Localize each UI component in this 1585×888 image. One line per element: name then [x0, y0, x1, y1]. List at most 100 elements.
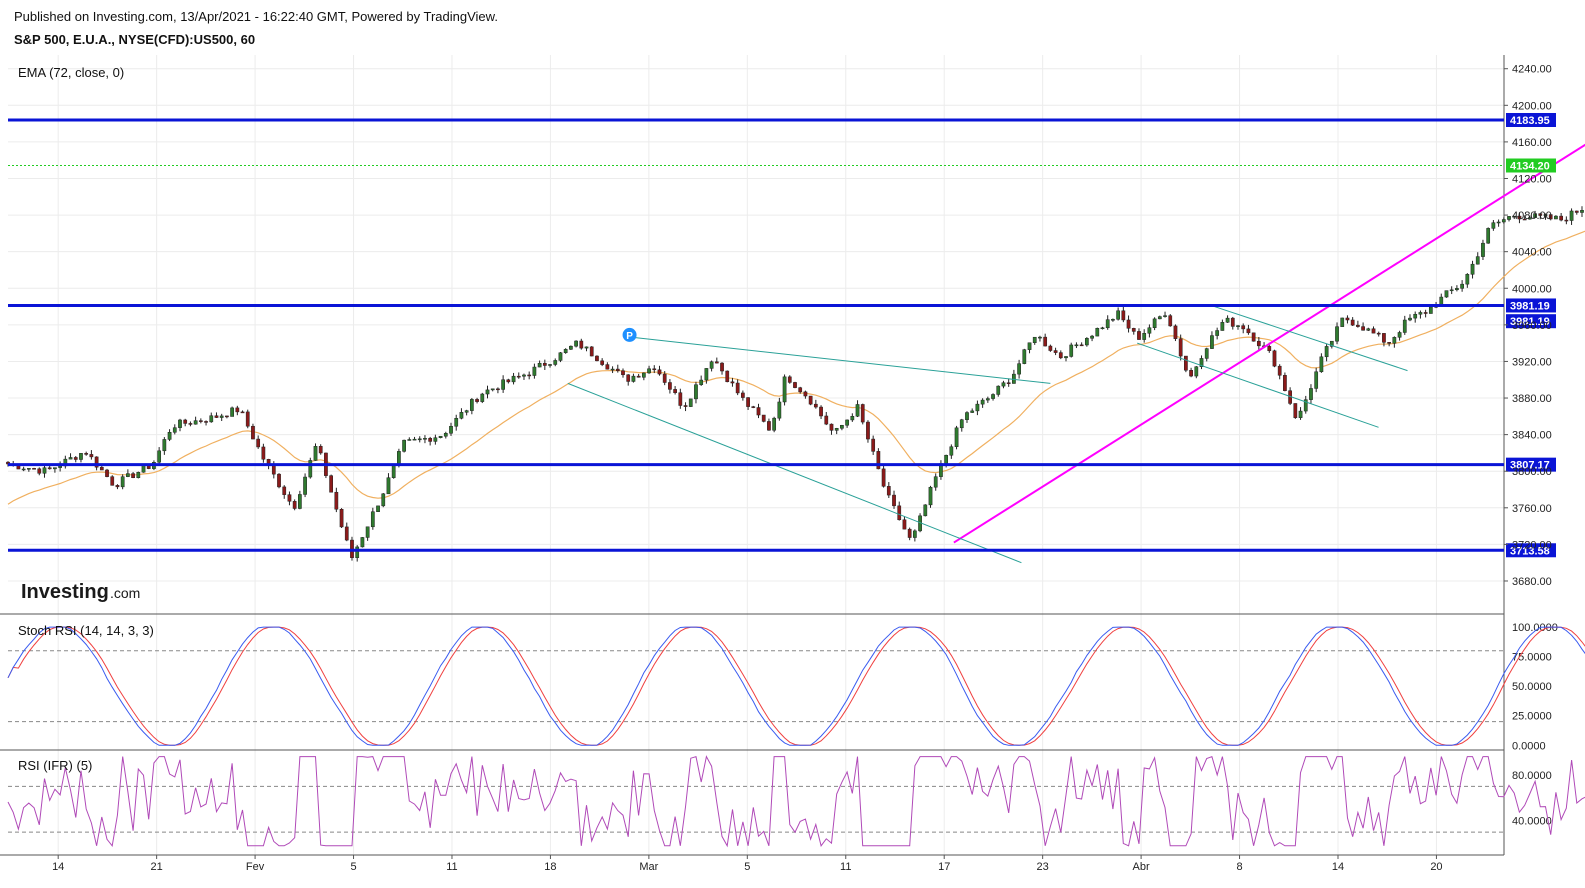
ema-label: EMA (72, close, 0): [18, 65, 124, 80]
candle-body: [688, 398, 693, 407]
time-tick-label: 5: [350, 861, 356, 873]
candle-body: [26, 468, 31, 470]
price-tick-label: 4200.00: [1512, 100, 1552, 112]
candle-body: [532, 366, 537, 376]
candle-body: [397, 451, 401, 465]
candle-body: [355, 546, 360, 558]
candle-body: [949, 446, 954, 456]
candle-body: [584, 346, 589, 349]
candle-body: [1465, 274, 1470, 285]
time-tick-label: 8: [1236, 861, 1242, 873]
candle-body: [1428, 306, 1433, 314]
candle-body: [1564, 219, 1569, 222]
candle-body: [1090, 335, 1094, 339]
candle-body: [501, 379, 505, 390]
candle-body: [912, 530, 917, 538]
candle-body: [1455, 288, 1459, 291]
candle-body: [1058, 352, 1063, 359]
candle-body: [365, 526, 370, 538]
candle-body: [271, 464, 276, 475]
stoch-rsi-pane: 0.0000 25.0000 50.0000 75.0000 100.0000: [7, 622, 1585, 752]
candle-body: [954, 427, 959, 447]
level-tag-label: 3807.17: [1510, 460, 1550, 472]
candle-body: [433, 437, 438, 442]
candle-body: [21, 468, 26, 471]
candle-body: [480, 393, 485, 402]
candle-body: [1163, 315, 1167, 317]
candle-body: [621, 370, 625, 376]
candle-body: [1507, 216, 1511, 220]
stoch-rsi-label: Stoch RSI (14, 14, 3, 3): [18, 623, 154, 638]
level-tag: [1506, 112, 1556, 127]
candle-body: [329, 475, 334, 493]
candle-body: [136, 471, 141, 478]
candle-body: [1413, 313, 1418, 319]
candle-body: [84, 453, 89, 455]
price-tick-label: 3760.00: [1512, 503, 1552, 515]
candle-body: [730, 381, 735, 384]
candle-body: [1548, 214, 1553, 220]
candle-body: [1105, 319, 1110, 329]
candle-body: [1121, 310, 1126, 321]
candle-body: [1272, 350, 1277, 367]
candle-body: [1392, 337, 1397, 344]
candle-body: [548, 364, 552, 366]
candle-body: [490, 388, 495, 391]
candle-body: [787, 376, 792, 383]
candle-body: [1095, 327, 1100, 337]
candle-body: [370, 511, 375, 528]
candle-body: [1038, 336, 1042, 339]
candle-body: [1481, 242, 1485, 257]
time-tick-label: 20: [1430, 861, 1442, 873]
candle-body: [193, 420, 198, 425]
candle-body: [485, 389, 490, 395]
candle-body: [245, 411, 250, 427]
candle-body: [1137, 331, 1141, 340]
candle-body: [1444, 290, 1449, 298]
candle-body: [386, 477, 391, 495]
candle-body: [605, 364, 610, 370]
level-tag-label: 3981.19: [1510, 316, 1550, 328]
trend-line-channel-upper-1: [635, 337, 1051, 384]
time-tick-label: 14: [52, 861, 64, 873]
time-tick-label: 5: [744, 861, 750, 873]
candle-body: [172, 427, 177, 433]
candle-body: [1418, 312, 1423, 315]
candle-body: [980, 399, 985, 405]
candle-body: [1189, 370, 1193, 377]
candle-body: [1064, 356, 1068, 359]
candle-body: [840, 424, 844, 429]
candle-body: [761, 414, 766, 422]
candle-body: [391, 464, 396, 478]
time-tick-label: Fev: [246, 861, 265, 873]
candle-body: [407, 439, 412, 441]
candle-body: [959, 419, 964, 429]
candle-body: [1220, 322, 1225, 331]
candle-body: [68, 457, 73, 460]
candle-body: [886, 486, 891, 496]
price-tick-label: 4080.00: [1512, 210, 1552, 222]
candle-body: [209, 415, 214, 423]
candle-body: [1032, 336, 1037, 343]
candle-body: [496, 388, 500, 391]
candle-body: [256, 438, 261, 448]
candle-body: [1147, 327, 1152, 334]
candle-body: [1319, 356, 1324, 373]
candle-body: [1522, 218, 1527, 221]
price-tick-label: 3880.00: [1512, 393, 1552, 405]
candle-body: [1277, 365, 1282, 376]
candle-body: [1559, 215, 1564, 221]
ema-line: [7, 230, 1585, 505]
candle-body: [767, 421, 771, 431]
candle-body: [636, 375, 641, 378]
candle-body: [344, 526, 349, 541]
pivot-marker-label: P: [626, 331, 633, 342]
candle-body: [1408, 317, 1412, 321]
candle-body: [845, 419, 849, 426]
osc-tick-label: 100.0000: [1512, 622, 1558, 634]
candle-body: [1475, 256, 1480, 265]
trend-line-impulse: [953, 143, 1585, 544]
candle-body: [297, 494, 302, 509]
